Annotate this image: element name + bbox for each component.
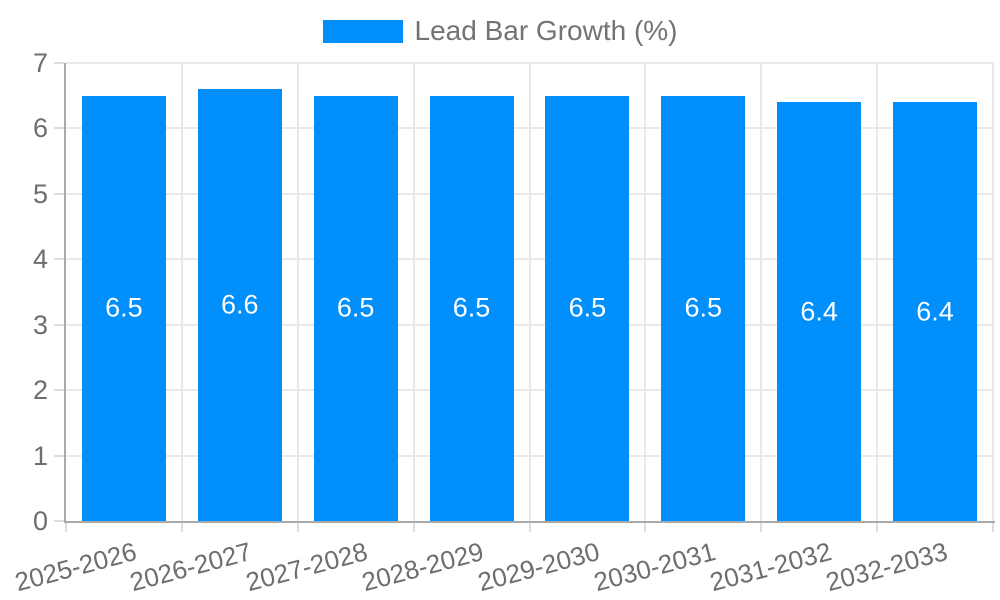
y-tick	[54, 258, 64, 261]
x-tick	[412, 523, 415, 532]
y-tick	[54, 454, 64, 457]
y-tick	[54, 192, 64, 195]
x-tick-label: 2032-2033	[822, 536, 951, 598]
y-tick-label: 7	[32, 48, 48, 78]
bar[interactable]: 6.5	[661, 95, 746, 521]
bar-value-label: 6.4	[916, 296, 954, 327]
y-tick	[54, 389, 64, 392]
x-gridline	[760, 63, 763, 521]
x-gridline	[992, 63, 994, 521]
y-tick-label: 6	[32, 113, 48, 144]
x-gridline	[296, 63, 299, 521]
y-tick-label: 1	[32, 440, 48, 471]
bar-value-label: 6.5	[336, 292, 375, 323]
x-tick	[528, 523, 531, 532]
bar[interactable]: 6.4	[893, 102, 978, 521]
x-gridline	[644, 63, 647, 521]
x-gridline	[528, 63, 531, 521]
y-tick	[54, 127, 64, 130]
x-gridline	[412, 63, 415, 521]
bar-value-label: 6.4	[800, 296, 838, 327]
y-axis-line	[64, 63, 66, 523]
bar[interactable]: 6.5	[545, 95, 630, 521]
x-tick	[644, 523, 647, 532]
bar-value-label: 6.5	[568, 292, 607, 323]
y-tick-label: 4	[32, 244, 48, 275]
x-tick-label: 2025-2026	[11, 536, 140, 598]
x-tick	[180, 523, 183, 532]
x-tick-label: 2031-2032	[706, 536, 835, 598]
y-tick-label: 0	[32, 506, 48, 536]
y-tick-label: 5	[32, 178, 48, 209]
x-tick-label: 2026-2027	[127, 536, 256, 598]
y-tick	[54, 62, 64, 64]
x-tick-label: 2028-2029	[358, 536, 487, 598]
legend-swatch	[322, 19, 403, 43]
x-tick-label: 2027-2028	[243, 536, 371, 598]
bar-value-label: 6.5	[684, 292, 723, 323]
bar[interactable]: 6.5	[429, 95, 514, 521]
y-tick	[54, 520, 64, 522]
bar[interactable]: 6.6	[197, 89, 282, 521]
x-tick	[296, 523, 299, 532]
x-axis-line	[64, 521, 995, 523]
legend: Lead Bar Growth (%)	[0, 16, 1000, 46]
bar[interactable]: 6.5	[313, 95, 398, 521]
bar-value-label: 6.6	[221, 289, 259, 320]
plot-area: 6.5 6.6 6.5 6.5 6.5 6.5 6.4 6.4	[66, 62, 994, 521]
y-tick	[54, 323, 64, 326]
bar-value-label: 6.5	[452, 292, 491, 323]
x-gridline	[876, 63, 879, 521]
x-tick-label: 2030-2031	[590, 536, 719, 598]
x-tick	[992, 523, 994, 532]
x-tick	[65, 523, 67, 532]
legend-item[interactable]: Lead Bar Growth (%)	[322, 15, 678, 46]
x-gridline	[180, 63, 183, 521]
x-tick-label: 2029-2030	[474, 536, 603, 598]
x-tick	[876, 523, 879, 532]
legend-label: Lead Bar Growth (%)	[414, 15, 678, 46]
bar[interactable]: 6.4	[777, 102, 862, 521]
bar[interactable]: 6.5	[81, 95, 166, 521]
y-tick-label: 2	[32, 375, 48, 406]
y-tick-label: 3	[32, 309, 48, 340]
x-tick	[760, 523, 763, 532]
bar-value-label: 6.5	[105, 292, 143, 323]
